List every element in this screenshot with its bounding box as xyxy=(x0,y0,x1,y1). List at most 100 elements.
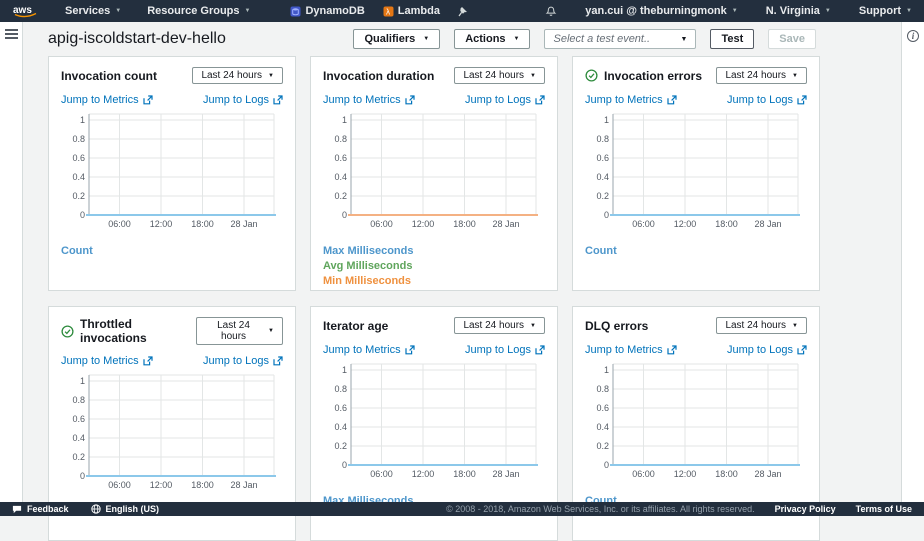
svg-text:28 Jan: 28 Jan xyxy=(754,219,781,229)
external-link-icon xyxy=(667,345,677,355)
chevron-down-icon: ▼ xyxy=(732,8,738,14)
nav-shortcut-lambda[interactable]: λ Lambda xyxy=(383,5,440,17)
svg-text:0.8: 0.8 xyxy=(596,384,609,394)
nav-support-label: Support xyxy=(859,5,901,17)
metric-chart: 10.80.60.40.2006:0012:0018:0028 Jan xyxy=(61,110,285,242)
jump-to-logs-link[interactable]: Jump to Logs xyxy=(465,344,545,356)
jump-to-metrics-link[interactable]: Jump to Metrics xyxy=(61,355,153,367)
nav-account-menu[interactable]: yan.cui @ theburningmonk ▼ xyxy=(585,5,737,17)
nav-region-menu[interactable]: N. Virginia ▼ xyxy=(766,5,831,17)
chevron-down-icon: ▼ xyxy=(906,8,912,14)
legend-item: Count xyxy=(61,244,283,259)
jump-to-logs-label: Jump to Logs xyxy=(203,94,269,106)
chart-title: Invocation duration xyxy=(323,69,434,83)
time-range-button[interactable]: Last 24 hours ▼ xyxy=(454,317,545,334)
jump-to-metrics-label: Jump to Metrics xyxy=(585,344,663,356)
jump-to-logs-link[interactable]: Jump to Logs xyxy=(727,344,807,356)
svg-text:28 Jan: 28 Jan xyxy=(492,469,519,479)
test-event-select[interactable]: Select a test event.. ▼ xyxy=(544,29,696,49)
jump-to-logs-label: Jump to Logs xyxy=(465,344,531,356)
external-link-icon xyxy=(667,95,677,105)
svg-text:12:00: 12:00 xyxy=(412,469,435,479)
time-range-button[interactable]: Last 24 hours ▼ xyxy=(716,67,807,84)
info-icon[interactable]: i xyxy=(907,30,919,42)
svg-text:1: 1 xyxy=(80,376,85,386)
page-header: apig-iscoldstart-dev-hello Qualifiers ▼ … xyxy=(23,22,901,55)
svg-text:18:00: 18:00 xyxy=(715,469,738,479)
jump-to-metrics-link[interactable]: Jump to Metrics xyxy=(323,344,415,356)
jump-to-metrics-link[interactable]: Jump to Metrics xyxy=(585,94,677,106)
svg-text:28 Jan: 28 Jan xyxy=(492,219,519,229)
jump-to-metrics-link[interactable]: Jump to Metrics xyxy=(585,344,677,356)
svg-text:0.6: 0.6 xyxy=(72,153,85,163)
chart-title: DLQ errors xyxy=(585,319,648,333)
svg-text:0.2: 0.2 xyxy=(596,191,609,201)
external-link-icon xyxy=(405,95,415,105)
external-link-icon xyxy=(797,345,807,355)
actions-button-label: Actions xyxy=(465,33,505,45)
language-label: English (US) xyxy=(106,504,160,514)
nav-shortcut-dynamodb[interactable]: DynamoDB xyxy=(290,5,364,17)
time-range-button[interactable]: Last 24 hours ▼ xyxy=(454,67,545,84)
jump-to-logs-link[interactable]: Jump to Logs xyxy=(203,355,283,367)
copyright-text: © 2008 - 2018, Amazon Web Services, Inc.… xyxy=(446,504,754,514)
test-button[interactable]: Test xyxy=(710,29,754,49)
time-range-button[interactable]: Last 24 hours ▼ xyxy=(716,317,807,334)
success-check-icon xyxy=(61,325,74,338)
chart-title: Iterator age xyxy=(323,319,388,333)
svg-text:0: 0 xyxy=(604,460,609,470)
chevron-down-icon: ▼ xyxy=(792,73,798,79)
external-link-icon xyxy=(273,95,283,105)
nav-region-label: N. Virginia xyxy=(766,5,820,17)
nav-services[interactable]: Services ▼ xyxy=(65,5,121,17)
svg-text:λ: λ xyxy=(386,7,390,16)
svg-text:06:00: 06:00 xyxy=(370,469,393,479)
privacy-policy-link[interactable]: Privacy Policy xyxy=(775,504,836,514)
svg-text:0.6: 0.6 xyxy=(596,153,609,163)
terms-of-use-link[interactable]: Terms of Use xyxy=(856,504,912,514)
metric-chart: 10.80.60.40.2006:0012:0018:0028 Jan xyxy=(323,110,547,242)
aws-logo[interactable]: aws xyxy=(12,3,39,19)
footer-bar: Feedback English (US) © 2008 - 2018, Ama… xyxy=(0,502,924,516)
legend-item: Min Milliseconds xyxy=(323,274,545,289)
nav-support-menu[interactable]: Support ▼ xyxy=(859,5,912,17)
time-range-button[interactable]: Last 24 hours ▼ xyxy=(196,317,283,345)
jump-to-metrics-label: Jump to Metrics xyxy=(61,94,139,106)
metric-chart: 10.80.60.40.2006:0012:0018:0028 Jan xyxy=(585,360,809,492)
actions-button[interactable]: Actions ▼ xyxy=(454,29,530,49)
time-range-label: Last 24 hours xyxy=(205,320,262,342)
svg-text:12:00: 12:00 xyxy=(674,469,697,479)
jump-to-logs-link[interactable]: Jump to Logs xyxy=(727,94,807,106)
external-link-icon xyxy=(535,345,545,355)
svg-text:12:00: 12:00 xyxy=(150,480,173,490)
feedback-button[interactable]: Feedback xyxy=(12,504,69,514)
jump-to-metrics-link[interactable]: Jump to Metrics xyxy=(323,94,415,106)
svg-text:0: 0 xyxy=(604,210,609,220)
hamburger-menu-icon[interactable] xyxy=(5,29,18,39)
qualifiers-button[interactable]: Qualifiers ▼ xyxy=(353,29,440,49)
pin-icon[interactable] xyxy=(458,6,468,17)
svg-text:12:00: 12:00 xyxy=(674,219,697,229)
language-selector[interactable]: English (US) xyxy=(91,504,160,514)
card-invocation-errors: Invocation errors Last 24 hours ▼ Jump t… xyxy=(572,56,820,291)
jump-to-logs-link[interactable]: Jump to Logs xyxy=(203,94,283,106)
test-event-placeholder: Select a test event.. xyxy=(553,33,650,45)
header-controls: Qualifiers ▼ Actions ▼ Select a test eve… xyxy=(353,29,816,49)
svg-text:1: 1 xyxy=(604,365,609,375)
svg-text:1: 1 xyxy=(342,365,347,375)
nav-resource-groups[interactable]: Resource Groups ▼ xyxy=(147,5,250,17)
notifications-bell-icon[interactable] xyxy=(545,5,557,18)
time-range-button[interactable]: Last 24 hours ▼ xyxy=(192,67,283,84)
jump-to-metrics-label: Jump to Metrics xyxy=(323,94,401,106)
svg-text:06:00: 06:00 xyxy=(370,219,393,229)
svg-text:0.8: 0.8 xyxy=(334,384,347,394)
left-sidebar-rail xyxy=(0,22,23,502)
svg-text:06:00: 06:00 xyxy=(108,219,131,229)
jump-to-logs-label: Jump to Logs xyxy=(465,94,531,106)
save-button[interactable]: Save xyxy=(768,29,816,49)
chart-title: Invocation count xyxy=(61,69,157,83)
svg-text:0.2: 0.2 xyxy=(334,441,347,451)
dynamodb-icon xyxy=(290,6,301,17)
jump-to-logs-link[interactable]: Jump to Logs xyxy=(465,94,545,106)
jump-to-metrics-link[interactable]: Jump to Metrics xyxy=(61,94,153,106)
